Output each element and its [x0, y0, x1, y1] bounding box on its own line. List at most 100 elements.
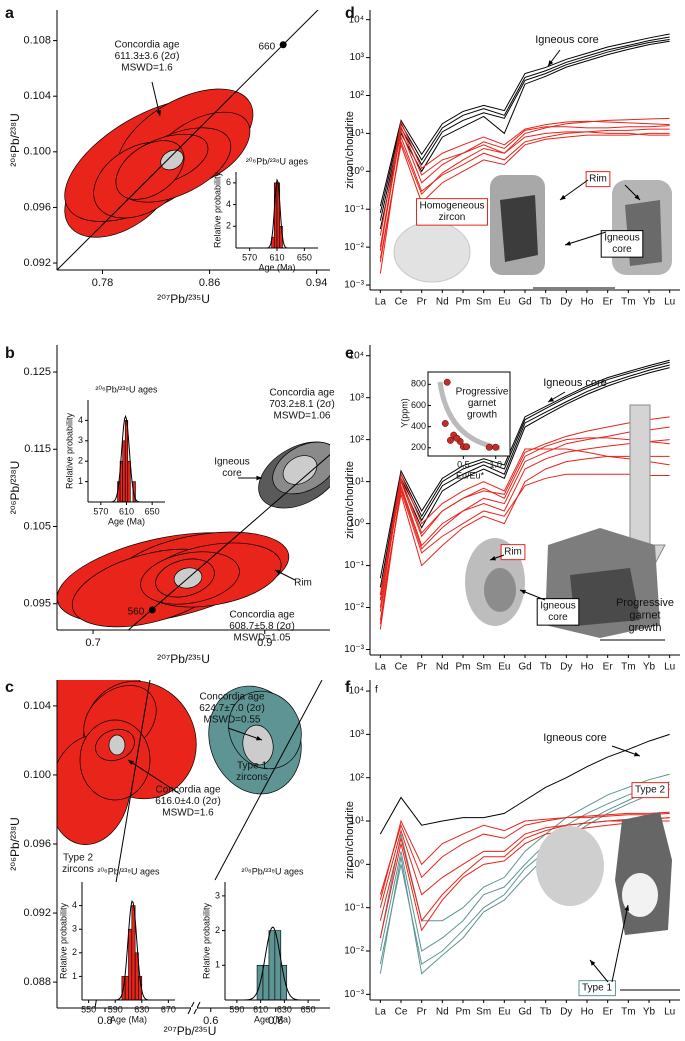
x-tick-label: 630	[277, 1004, 292, 1014]
data-point	[453, 434, 461, 442]
y-tick-label: 0.092	[23, 257, 51, 269]
x-tick-label: 570	[93, 506, 108, 516]
y-tick-label: 10¹	[350, 816, 365, 827]
histogram-bar	[268, 930, 276, 1001]
y-tick-label: 4	[226, 199, 231, 209]
ree-pattern	[379, 811, 670, 895]
annotation: Progressive	[456, 387, 509, 398]
x-tick-label: La	[375, 1007, 387, 1018]
annotation: MSWD=1.6	[121, 63, 173, 74]
ree-pattern	[379, 448, 670, 595]
ree-pattern	[379, 817, 670, 922]
x-tick-label: Ho	[581, 297, 594, 308]
age-label: 660	[258, 41, 275, 52]
x-tick-label: Nd	[436, 1007, 449, 1018]
y-axis-label: zircon/chondrite	[344, 801, 356, 879]
x-tick-label: 0.5	[457, 459, 470, 469]
y-tick-label: 1	[78, 476, 83, 486]
ree-pattern	[379, 781, 670, 952]
label-box	[585, 171, 611, 188]
y-tick-label: 4	[78, 415, 83, 425]
annotation: Type 2	[635, 785, 665, 796]
histogram-bar	[262, 964, 270, 1001]
annotation: Progressive	[616, 597, 674, 609]
pointer	[611, 904, 629, 983]
pointer-head	[275, 570, 281, 575]
y-tick-label: 10⁻³	[344, 644, 364, 655]
annotation: zircons	[236, 772, 268, 783]
annotation: 703.2±8.1 (2σ)	[269, 399, 335, 410]
x-tick-label: 570	[242, 252, 257, 262]
ree-pattern	[379, 817, 670, 908]
panel-letter: c	[5, 679, 14, 696]
y-tick-label: 1	[72, 971, 77, 981]
age-marker	[148, 606, 156, 614]
x-tick-label: Pr	[417, 1007, 428, 1018]
x-axis-label: Eu/Eu*	[456, 470, 485, 480]
y-axis-label: ²⁰⁶Pb/²³⁸U	[8, 817, 22, 870]
x-tick-label: La	[375, 297, 387, 308]
annotation: Type 2	[63, 853, 93, 864]
pointer-head	[565, 241, 571, 246]
x-tick-label: Yb	[643, 662, 656, 673]
y-tick-label: 600	[411, 400, 426, 410]
y-tick-label: 0.108	[23, 34, 51, 46]
annotation: MSWD=1.05	[234, 633, 291, 644]
y-tick-label: 3	[78, 435, 83, 445]
y-axis-label: zircon/chondrite	[344, 461, 356, 539]
pointer-head	[256, 735, 262, 741]
pointer	[227, 727, 263, 741]
x-tick-label: Lu	[664, 297, 675, 308]
y-axis-label: Relative probability	[64, 412, 74, 489]
x-tick-label: Dy	[560, 297, 572, 308]
ree-pattern	[379, 132, 670, 259]
pointer-head	[560, 194, 566, 200]
annotation: Homogeneous	[419, 201, 484, 212]
y-tick-label: 0.105	[23, 520, 51, 532]
y-tick-label: 10⁻¹	[344, 902, 364, 913]
x-tick-label: Gd	[518, 297, 531, 308]
y-axis-label: ²⁰⁶Pb/²³⁸U	[8, 461, 22, 514]
annotation: Rim	[504, 547, 522, 558]
x-tick-label: Nd	[436, 297, 449, 308]
x-axis-label: Age (Ma)	[110, 1014, 147, 1024]
x-tick-label: 0.7	[85, 637, 100, 649]
x-tick-label: Ce	[395, 1007, 408, 1018]
x-tick-label: Tb	[540, 297, 552, 308]
concordia-curve	[127, 454, 330, 630]
histogram-bar	[122, 440, 126, 503]
y-tick-label: 10⁻³	[344, 989, 364, 1000]
annotation: MSWD=0.55	[204, 715, 261, 726]
y-tick-label: 2	[215, 925, 220, 935]
annotation: Igneous core	[535, 34, 599, 46]
zircon-core	[500, 195, 538, 262]
y-tick-label: 10⁻²	[344, 242, 364, 253]
x-tick-label: 0.78	[92, 277, 113, 289]
x-tick-label: 590	[108, 1004, 123, 1014]
ree-pattern	[379, 361, 670, 588]
x-tick-label: Eu	[498, 1007, 510, 1018]
data-point	[463, 443, 471, 451]
annotation: growth	[467, 410, 497, 421]
y-tick-label: 0.100	[23, 146, 51, 158]
annotation: 611.3±3.6 (2σ)	[115, 51, 180, 62]
y-tick-label: 10³	[350, 729, 365, 740]
x-tick-label: 1.0	[489, 459, 502, 469]
annotation: Igneous	[604, 233, 640, 244]
x-tick-label: Sm	[476, 662, 491, 673]
y-tick-label: 800	[411, 379, 426, 389]
x-tick-label: 630	[134, 1004, 149, 1014]
y-tick-label: 10⁰	[349, 859, 364, 870]
y-tick-label: 10⁰	[349, 518, 364, 529]
panel-letter: d	[345, 5, 355, 22]
plot-area	[57, 441, 330, 630]
y-tick-label: 10²	[350, 434, 365, 445]
ree-pattern	[379, 455, 670, 612]
ree-pattern	[379, 367, 670, 601]
label-box	[500, 544, 526, 561]
y-axis-label: zircon/chondrite	[344, 111, 356, 189]
ree-pattern	[379, 426, 670, 630]
label-box	[578, 980, 616, 997]
x-tick-label: Sm	[476, 297, 491, 308]
